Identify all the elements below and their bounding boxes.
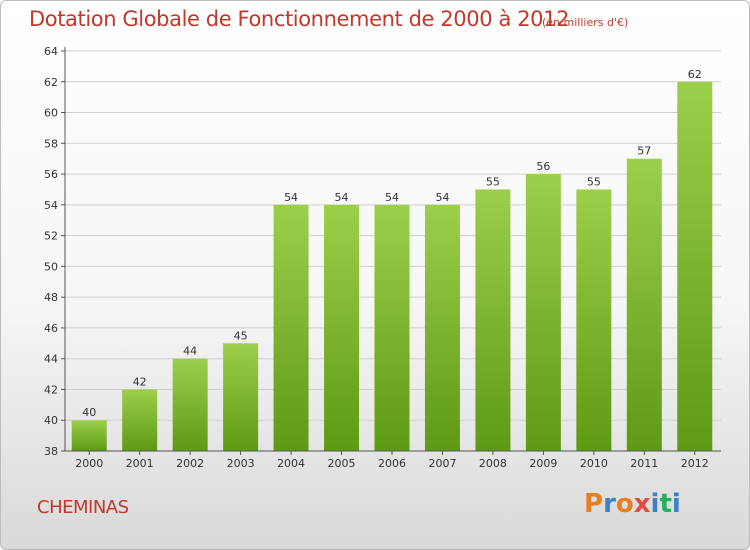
y-tick-label: 50 bbox=[44, 260, 58, 273]
bar bbox=[525, 174, 561, 452]
data-label: 54 bbox=[435, 191, 449, 204]
data-label: 55 bbox=[587, 175, 601, 188]
bar bbox=[374, 204, 410, 451]
data-label: 40 bbox=[82, 406, 96, 419]
logo-letter: i bbox=[650, 489, 660, 519]
bar bbox=[273, 204, 309, 451]
y-tick-label: 60 bbox=[44, 107, 58, 120]
y-tick-label: 64 bbox=[44, 45, 58, 58]
x-tick-label: 2007 bbox=[428, 457, 456, 470]
data-label: 54 bbox=[385, 191, 399, 204]
y-tick-label: 46 bbox=[44, 322, 58, 335]
x-tick-label: 2009 bbox=[529, 457, 557, 470]
x-tick-label: 2002 bbox=[176, 457, 204, 470]
y-tick-label: 58 bbox=[44, 137, 58, 150]
commune-name: CHEMINAS bbox=[37, 497, 129, 518]
logo-letter: t bbox=[659, 489, 672, 519]
data-label: 54 bbox=[284, 191, 298, 204]
x-tick-label: 2000 bbox=[75, 457, 103, 470]
x-tick-label: 2010 bbox=[580, 457, 608, 470]
logo-letter: r bbox=[603, 489, 616, 519]
y-tick-label: 42 bbox=[44, 383, 58, 396]
logo-letter: P bbox=[584, 489, 604, 519]
bar bbox=[576, 189, 612, 451]
data-label: 56 bbox=[536, 160, 550, 173]
bar bbox=[475, 189, 511, 451]
data-label: 54 bbox=[335, 191, 349, 204]
proxiti-logo[interactable]: Proxiti bbox=[584, 489, 681, 519]
y-tick-label: 52 bbox=[44, 230, 58, 243]
bar bbox=[223, 343, 259, 451]
axes: 38 40 42 44 46 48 50 52 54 56 58 60 62 64 2000 2001 2002… bbox=[44, 45, 721, 470]
logo-letter: i bbox=[671, 489, 681, 519]
bars: 40 42 44 45 54 54 54 54 55 56 55 57 62 bbox=[71, 68, 713, 452]
bar bbox=[172, 358, 208, 451]
chart-title: Dotation Globale de Fonctionnement de 20… bbox=[29, 7, 570, 31]
data-label: 62 bbox=[688, 68, 702, 81]
x-tick-label: 2011 bbox=[630, 457, 658, 470]
y-tick-label: 44 bbox=[44, 353, 58, 366]
y-tick-label: 54 bbox=[44, 199, 58, 212]
data-label: 57 bbox=[637, 145, 651, 158]
y-tick-label: 40 bbox=[44, 414, 58, 427]
logo-letter: x bbox=[633, 489, 651, 519]
data-label: 55 bbox=[486, 175, 500, 188]
x-tick-label: 2012 bbox=[681, 457, 709, 470]
chart-subtitle: (en milliers d'€) bbox=[542, 16, 629, 29]
y-tick-label: 48 bbox=[44, 291, 58, 304]
data-label: 42 bbox=[133, 375, 147, 388]
data-label: 44 bbox=[183, 345, 197, 358]
bar bbox=[677, 81, 713, 452]
bar bbox=[122, 389, 158, 451]
bar bbox=[424, 204, 460, 451]
x-tick-label: 2001 bbox=[126, 457, 154, 470]
bar bbox=[626, 158, 662, 451]
x-tick-label: 2003 bbox=[227, 457, 255, 470]
x-tick-label: 2005 bbox=[328, 457, 356, 470]
y-tick-label: 38 bbox=[44, 445, 58, 458]
x-tick-label: 2008 bbox=[479, 457, 507, 470]
x-tick-label: 2006 bbox=[378, 457, 406, 470]
bar bbox=[324, 204, 360, 451]
x-tick-label: 2004 bbox=[277, 457, 305, 470]
y-tick-label: 62 bbox=[44, 76, 58, 89]
data-label: 45 bbox=[234, 329, 248, 342]
y-tick-label: 56 bbox=[44, 168, 58, 181]
bar bbox=[71, 420, 107, 451]
logo-letter: o bbox=[615, 489, 634, 519]
